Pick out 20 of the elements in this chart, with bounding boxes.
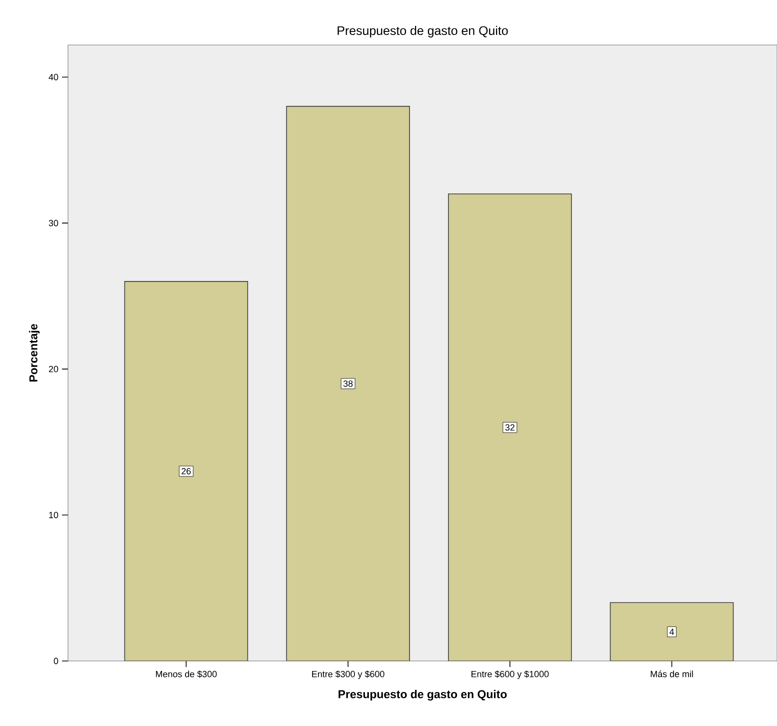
data-label: 32 [505, 424, 514, 431]
y-tick-label: 30 [48, 220, 58, 226]
x-tick-label: Entre $600 y $1000 [472, 670, 549, 679]
bar [610, 602, 734, 661]
x-tick-label: Menos de $300 [156, 670, 217, 678]
data-label: 26 [182, 468, 191, 474]
bar [124, 281, 248, 661]
x-tick-label: Más de mil [650, 670, 693, 678]
x-tick-label: Entre $300 y $600 [312, 670, 384, 679]
y-tick-label: 0 [54, 658, 58, 664]
x-axis-title: Presupuesto de gasto en Quito [338, 690, 507, 701]
bar [286, 106, 410, 661]
y-tick-label: 40 [48, 74, 58, 80]
y-axis-title: Porcentaje [29, 324, 40, 382]
data-label: 4 [670, 628, 674, 635]
y-tick-label: 10 [49, 512, 58, 518]
data-label: 38 [343, 380, 353, 387]
y-tick-label: 20 [48, 366, 58, 372]
chart-title: Presupuesto de gasto en Quito [338, 26, 508, 38]
bar [448, 193, 572, 661]
